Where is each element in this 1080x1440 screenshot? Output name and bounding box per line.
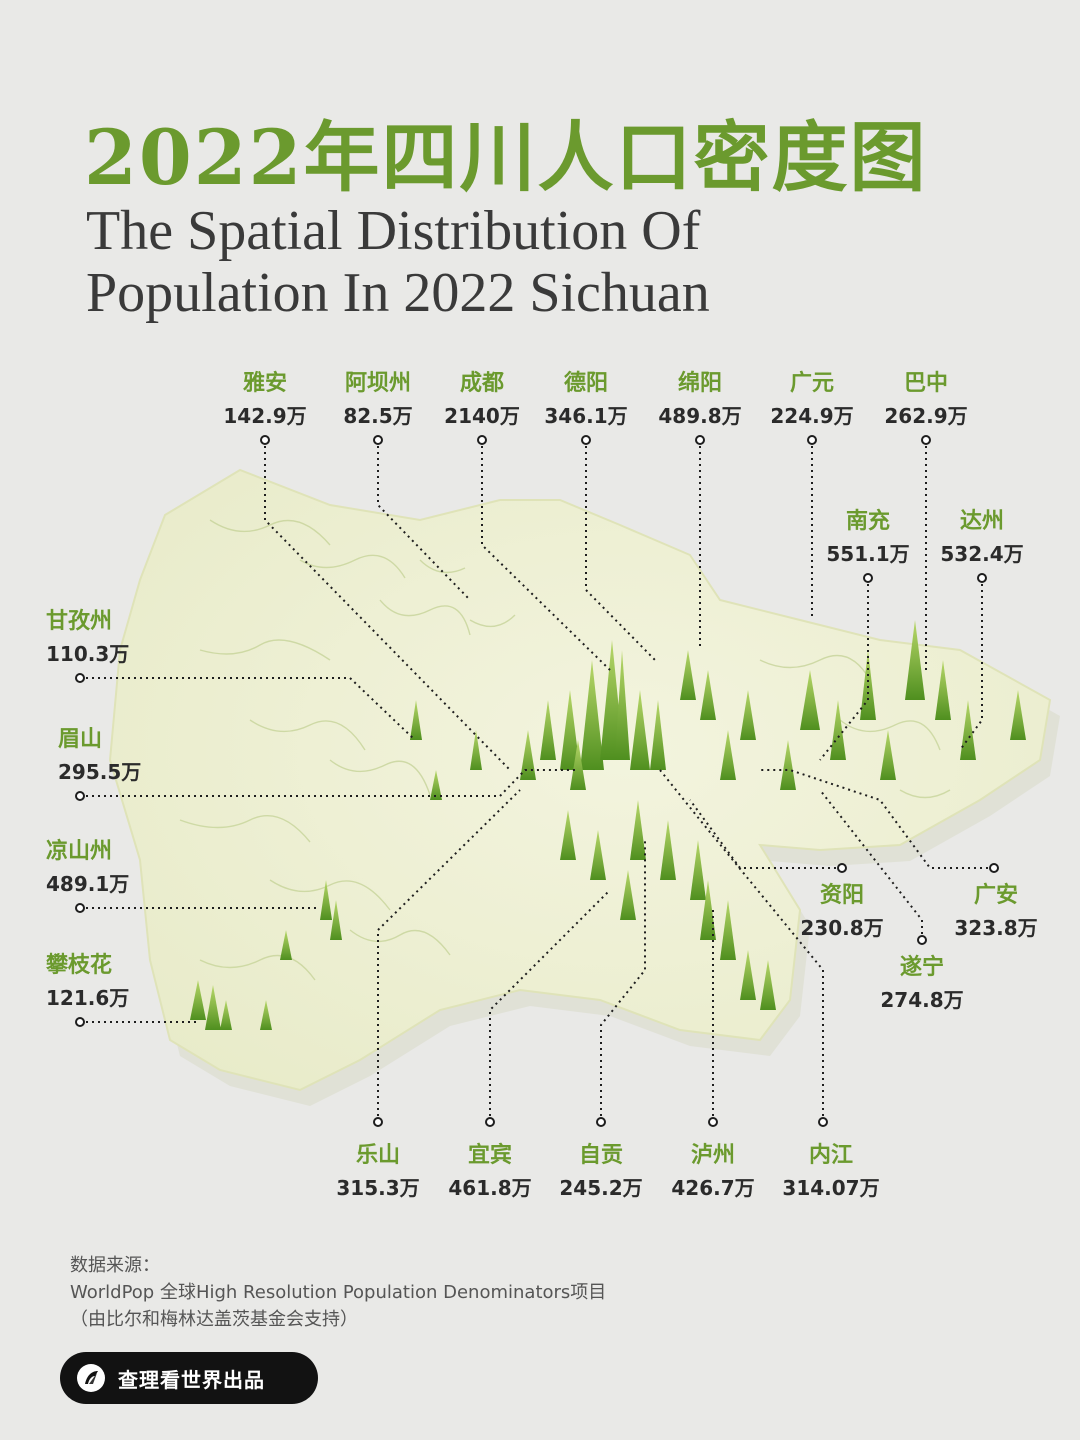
brand-badge: 查理看世界出品	[60, 1352, 318, 1404]
region-name: 绵阳	[677, 371, 722, 396]
region-name: 遂宁	[899, 955, 944, 980]
leader-line-ganzi	[80, 677, 416, 741]
leader-lines	[80, 440, 994, 1122]
terrain-texture	[179, 519, 951, 981]
region-population: 142.9万	[223, 404, 307, 428]
region-name: 达州	[959, 509, 1004, 534]
region-population: 489.8万	[658, 404, 742, 428]
region-name: 德阳	[563, 371, 608, 396]
region-label-zigong: 自贡 245.2万	[541, 1140, 661, 1204]
region-label-panzhihua: 攀枝花 121.6万	[46, 950, 129, 1014]
leader-line-deyang	[585, 440, 656, 661]
region-label-mianyang: 绵阳 489.8万	[640, 368, 760, 432]
region-name: 阿坝州	[344, 371, 411, 396]
source-heading: 数据来源：	[70, 1255, 160, 1276]
leader-line-yibin	[489, 889, 611, 1122]
leader-line-leshan	[377, 789, 521, 1122]
brand-label: 查理看世界出品	[118, 1367, 265, 1392]
region-population: 323.8万	[954, 916, 1038, 940]
region-name: 广安	[973, 883, 1018, 908]
region-label-yibin: 宜宾 461.8万	[430, 1140, 550, 1204]
region-population: 274.8万	[880, 988, 964, 1012]
region-name: 内江	[808, 1143, 853, 1168]
region-label-guangyuan: 广元 224.9万	[752, 368, 872, 432]
region-label-meishan: 眉山 295.5万	[58, 724, 141, 788]
leader-line-meishan	[80, 769, 575, 797]
region-label-dazhou: 达州 532.4万	[922, 506, 1042, 570]
data-source: 数据来源： WorldPop 全球High Resolution Populat…	[70, 1252, 606, 1333]
region-name: 资阳	[819, 883, 864, 908]
title-english-line2: Population In 2022 Sichuan	[86, 262, 710, 324]
region-name: 广元	[789, 371, 834, 396]
region-population: 489.1万	[46, 872, 130, 896]
region-label-liangshan: 凉山州 489.1万	[46, 836, 129, 900]
region-label-neijiang: 内江 314.07万	[763, 1140, 899, 1204]
leader-line-yaan	[264, 440, 511, 771]
region-population: 230.8万	[800, 916, 884, 940]
region-name: 泸州	[690, 1143, 735, 1168]
region-name: 凉山州	[46, 839, 113, 864]
region-name: 眉山	[58, 727, 103, 752]
region-population: 224.9万	[770, 404, 854, 428]
region-population: 245.2万	[559, 1176, 643, 1200]
region-label-aba: 阿坝州 82.5万	[318, 368, 438, 432]
region-population: 110.3万	[46, 642, 130, 666]
region-name: 成都	[459, 371, 504, 396]
region-name: 自贡	[578, 1143, 623, 1168]
region-name: 攀枝花	[46, 953, 113, 978]
region-population: 532.4万	[940, 542, 1024, 566]
region-label-suining: 遂宁 274.8万	[862, 952, 982, 1016]
region-name: 雅安	[242, 371, 287, 396]
region-population: 461.8万	[448, 1176, 532, 1200]
region-label-luzhou: 泸州 426.7万	[653, 1140, 773, 1204]
region-label-nanchong: 南充 551.1万	[808, 506, 928, 570]
region-name: 巴中	[903, 371, 948, 396]
title-chinese: 2022年四川人口密度图	[84, 113, 928, 202]
region-population: 426.7万	[671, 1176, 755, 1200]
leader-line-suining	[819, 789, 923, 940]
region-population: 314.07万	[782, 1176, 880, 1200]
region-label-deyang: 德阳 346.1万	[526, 368, 646, 432]
region-name: 南充	[845, 509, 890, 534]
source-line2: （由比尔和梅林达盖茨基金会支持）	[70, 1309, 358, 1330]
region-population: 2140万	[444, 404, 520, 428]
region-label-ziyang: 资阳 230.8万	[782, 880, 902, 944]
region-label-bazhong: 巴中 262.9万	[866, 368, 986, 432]
region-population: 262.9万	[884, 404, 968, 428]
source-line1: WorldPop 全球High Resolution Population De…	[70, 1282, 607, 1303]
region-population: 315.3万	[336, 1176, 420, 1200]
title-english-line1: The Spatial Distribution Of	[86, 200, 701, 262]
region-label-guangan: 广安 323.8万	[936, 880, 1056, 944]
leader-line-zigong	[600, 840, 646, 1122]
region-population: 346.1万	[544, 404, 628, 428]
logo-icon	[77, 1364, 105, 1392]
region-population: 295.5万	[58, 760, 142, 784]
leader-line-guangan	[760, 769, 994, 869]
leader-endpoints	[75, 435, 999, 1127]
leader-line-nanchong	[819, 578, 869, 761]
region-population: 121.6万	[46, 986, 130, 1010]
region-label-leshan: 乐山 315.3万	[318, 1140, 438, 1204]
population-spikes	[190, 620, 1026, 1030]
region-population: 82.5万	[343, 404, 413, 428]
region-label-yaan: 雅安 142.9万	[205, 368, 325, 432]
title-english: The Spatial Distribution Of Population I…	[86, 200, 710, 324]
region-name: 乐山	[355, 1143, 400, 1168]
region-name: 甘孜州	[46, 609, 113, 634]
region-population: 551.1万	[826, 542, 910, 566]
region-label-ganzi: 甘孜州 110.3万	[46, 606, 129, 670]
region-label-chengdu: 成都 2140万	[422, 368, 542, 432]
region-name: 宜宾	[467, 1143, 512, 1168]
